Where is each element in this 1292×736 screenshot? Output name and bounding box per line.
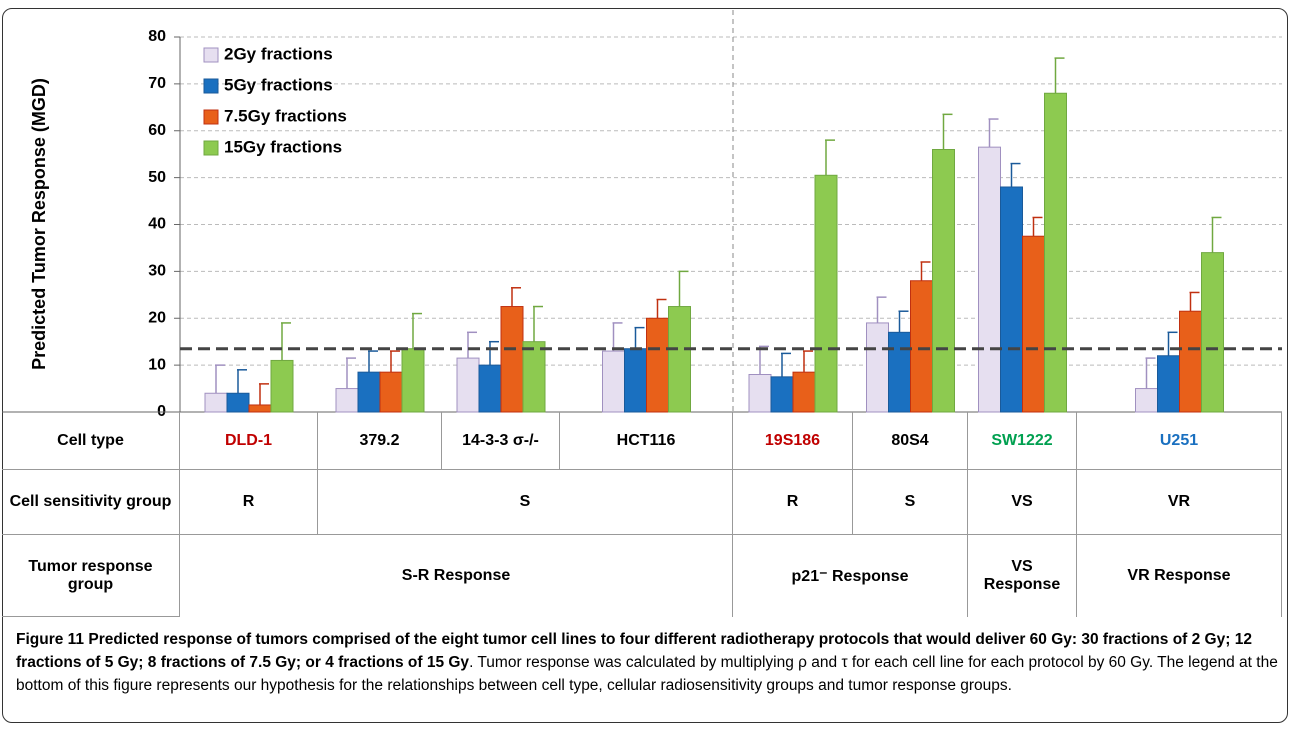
bar — [248, 404, 272, 413]
bar — [624, 348, 647, 413]
sensitivity-group: R — [180, 470, 318, 535]
bar — [814, 174, 838, 413]
legend-label: 2Gy fractions — [224, 44, 333, 63]
legend-label: 7.5Gy fractions — [224, 106, 347, 125]
cell-type: HCT116 — [560, 412, 733, 470]
bar — [379, 371, 403, 413]
cell-type: 14-3-3 σ-/- — [442, 412, 560, 470]
bar — [335, 388, 359, 413]
bar — [357, 371, 381, 413]
bar — [1044, 92, 1067, 413]
bar — [932, 149, 955, 413]
bar — [646, 317, 669, 413]
legend-swatch — [203, 78, 219, 94]
legend-label: 5Gy fractions — [224, 75, 333, 94]
bar — [748, 374, 772, 413]
bar — [910, 280, 933, 413]
cell-type: DLD-1 — [180, 412, 318, 470]
bar — [226, 392, 250, 413]
sensitivity-group: S — [318, 470, 733, 535]
row-header: Tumor response group — [2, 535, 180, 617]
response-group: VR Response — [1077, 535, 1282, 617]
legend-swatch — [203, 109, 219, 125]
bar — [792, 371, 816, 413]
bar — [602, 350, 625, 413]
cell-type: SW1222 — [968, 412, 1077, 470]
bar — [1201, 252, 1224, 413]
y-tick-label: 20 — [148, 309, 166, 326]
bar — [1022, 235, 1045, 413]
bar — [456, 357, 480, 413]
bar — [770, 376, 794, 413]
caption-bold: Figure 11 Predicted response of tumors c… — [16, 631, 1252, 671]
y-tick-label: 80 — [148, 28, 166, 45]
response-group: p21⁻ Response — [733, 535, 968, 617]
y-tick-label: 60 — [148, 122, 166, 139]
chart: Predicted Tumor Response (MGD) 010203040… — [2, 10, 1282, 420]
frame — [2, 8, 1288, 723]
cell-type: U251 — [1077, 412, 1282, 470]
y-tick-label: 10 — [148, 356, 166, 373]
response-group: VS Response — [968, 535, 1077, 617]
bar — [978, 146, 1001, 413]
y-tick-label: 30 — [148, 263, 166, 280]
bar — [866, 322, 889, 413]
bar — [1000, 186, 1023, 413]
y-tick-label: 70 — [148, 75, 166, 92]
row-header: Cell type — [2, 412, 180, 470]
bar — [401, 348, 425, 413]
legend-swatch — [203, 47, 219, 63]
sensitivity-group: VR — [1077, 470, 1282, 535]
caption-text: . Tumor response was calculated by multi… — [16, 654, 1278, 694]
legend-label: 15Gy fractions — [224, 137, 342, 156]
legend-swatch — [203, 140, 219, 156]
response-group: S-R Response — [180, 535, 733, 617]
y-tick-label: 50 — [148, 169, 166, 186]
y-axis-label: Predicted Tumor Response (MGD) — [29, 78, 49, 370]
bar — [500, 306, 524, 413]
caption: Figure 11 Predicted response of tumors c… — [16, 628, 1278, 697]
cell-type: 19S186 — [733, 412, 853, 470]
cell-type: 379.2 — [318, 412, 442, 470]
bar — [270, 359, 294, 413]
bar — [1157, 355, 1180, 413]
bar — [478, 364, 502, 413]
sensitivity-group: R — [733, 470, 853, 535]
bar — [888, 331, 911, 413]
sensitivity-group: S — [853, 470, 968, 535]
bar — [1135, 388, 1158, 413]
row-header: Cell sensitivity group — [2, 470, 180, 535]
sensitivity-group: VS — [968, 470, 1077, 535]
cell-type: 80S4 — [853, 412, 968, 470]
y-tick-label: 40 — [148, 216, 166, 233]
bar — [1179, 310, 1202, 413]
bar — [204, 392, 228, 413]
bar — [522, 341, 546, 413]
bar — [668, 306, 691, 413]
